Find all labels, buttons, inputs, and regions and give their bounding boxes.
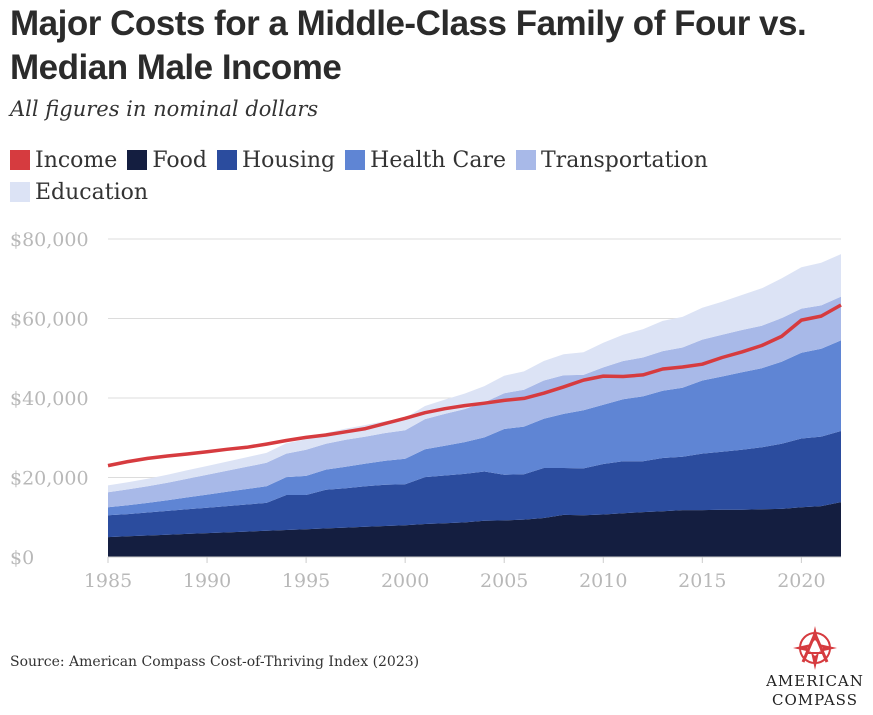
compass-rose-icon [793,626,837,670]
x-tick-label: 1990 [183,570,231,592]
legend-item-transportation: Transportation [516,146,708,174]
legend-swatch [345,150,366,170]
x-tick-label: 1985 [84,570,132,592]
y-tick-label: $0 [10,547,34,569]
x-tick-label: 2005 [480,570,528,592]
legend-item-income: Income [10,146,117,174]
stacked-area-chart: $0 $20,000 $40,000 $60,000 $80,000 1985 1990 19… [10,229,842,592]
y-tick-label: $40,000 [10,388,89,410]
legend-label: Health Care [370,147,506,173]
legend-label: Income [35,147,118,173]
legend-item-housing: Housing [216,146,336,174]
logo-text-line1: AMERICAN [766,672,864,690]
legend-label: Transportation [541,147,708,173]
legend-label: Education [35,179,149,205]
legend-swatch [127,150,148,170]
chart-legend: Income Food Housing Health Care Transportati… [10,146,770,206]
chart-subtitle: All figures in nominal dollars [10,97,319,121]
area-housing [108,431,841,538]
legend-swatch [10,150,30,170]
x-tick-label: 2010 [579,570,627,592]
legend-swatch [216,150,237,170]
line-income [107,303,842,468]
area-food [108,502,841,557]
legend-swatch [10,182,30,202]
legend-label: Housing [241,147,336,173]
x-tick-label: 1995 [282,570,330,592]
chart-title: Major Costs for a Middle-Class Family of… [10,4,807,87]
x-tick-label: 2015 [678,570,726,592]
legend-item-food: Food [127,146,207,174]
legend-item-education: Education [10,178,148,206]
legend-swatch [516,150,536,170]
x-tick-label: 2020 [777,570,825,592]
logo-text-line2: COMPASS [772,691,858,709]
y-tick-label: $20,000 [10,468,89,490]
area-health-care [108,340,841,516]
source-note: Source: American Compass Cost-of-Thrivin… [10,654,420,670]
legend-label: Food [152,147,207,173]
y-tick-label: $60,000 [10,309,89,331]
y-tick-label: $80,000 [10,229,89,251]
legend-item-health-care: Health Care [345,146,506,174]
area-transportation [108,296,841,508]
x-tick-label: 2000 [381,570,429,592]
american-compass-logo: AMERICAN COMPASS [760,620,870,715]
